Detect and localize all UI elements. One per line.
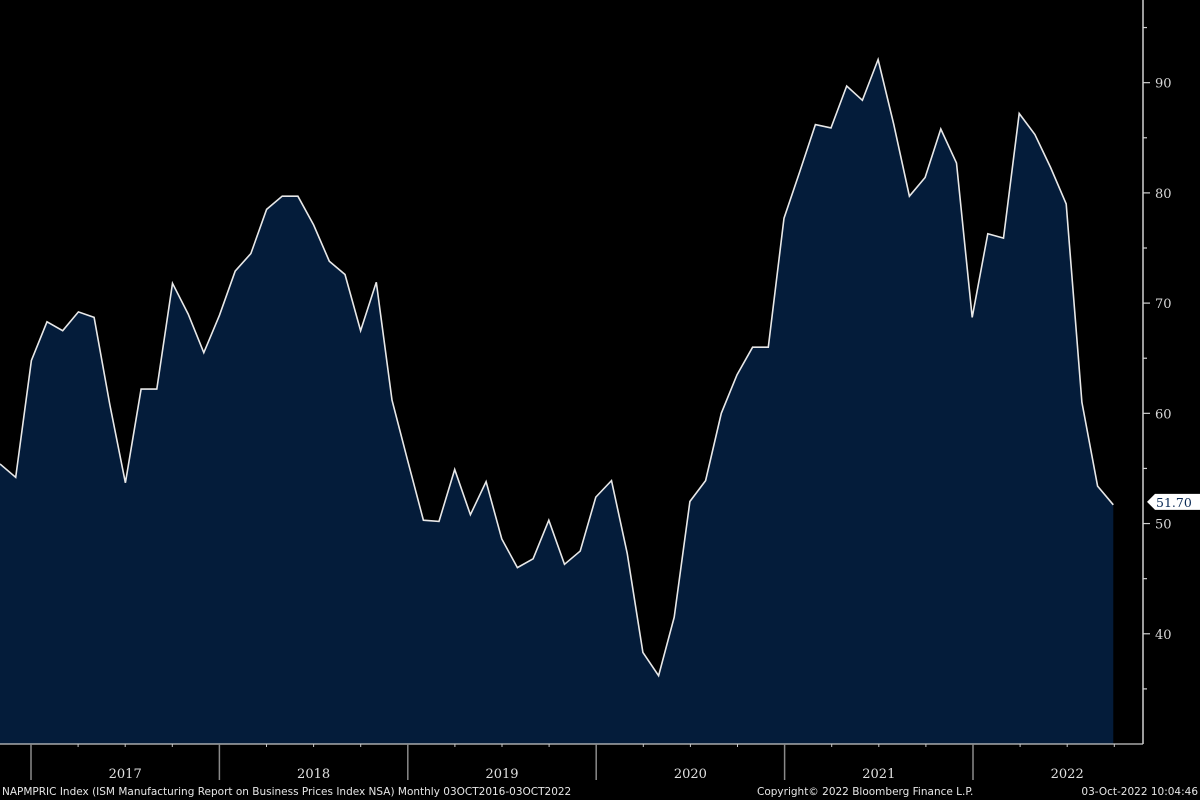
y-tick-label: 50 (1155, 518, 1172, 533)
y-tick-label: 60 (1155, 407, 1172, 422)
last-value-tag (1147, 493, 1200, 510)
year-label: 2019 (485, 767, 518, 782)
y-tick-label: 90 (1155, 77, 1172, 92)
year-label: 2022 (1051, 767, 1084, 782)
series-line (0, 56, 1114, 678)
footer-copyright: Copyright© 2022 Bloomberg Finance L.P. (757, 786, 973, 798)
y-tick-label: 80 (1155, 187, 1172, 202)
last-value-label: 51.70 (1156, 495, 1192, 510)
footer-ticker: NAPMPRIC Index (ISM Manufacturing Report… (2, 786, 571, 798)
year-label: 2020 (674, 767, 707, 782)
y-tick-label: 70 (1155, 297, 1172, 312)
area-fill (0, 59, 1114, 744)
year-label: 2017 (109, 767, 142, 782)
year-label: 2018 (297, 767, 330, 782)
year-label: 2021 (862, 767, 895, 782)
y-tick-label: 40 (1155, 628, 1172, 643)
footer-timestamp: 03-Oct-2022 10:04:46 (1081, 786, 1198, 798)
